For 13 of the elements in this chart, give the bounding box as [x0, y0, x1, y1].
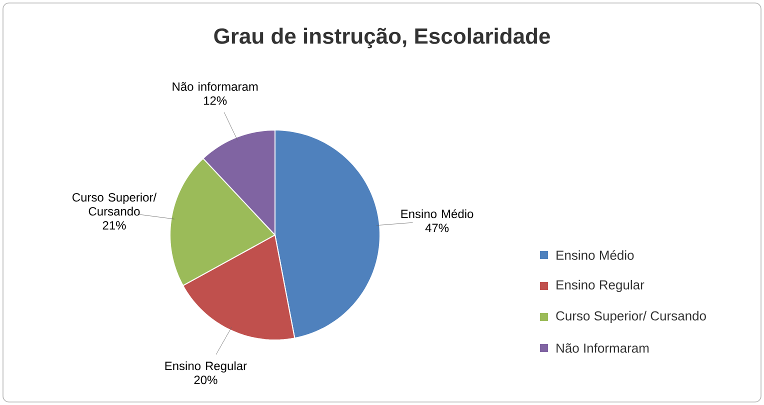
chart-title: Grau de instrução, Escolaridade — [214, 28, 550, 48]
legend-label: Não Informaram — [556, 343, 649, 353]
data-label: 21% — [102, 221, 126, 230]
data-label: 47% — [425, 224, 449, 232]
text: Curso Superior/ Cursando — [72, 192, 157, 216]
text: Ensino Médio — [401, 209, 474, 218]
legend-label: Curso Superior/ Cursando — [556, 310, 706, 324]
legend-label: Ensino Médio — [556, 250, 634, 260]
text: Não informaram — [172, 82, 258, 91]
data-label: 20% — [194, 376, 218, 384]
legend-label: Ensino Regular — [556, 280, 644, 292]
data-label: 12% — [204, 96, 227, 105]
text: Ensino Regular — [165, 361, 247, 373]
